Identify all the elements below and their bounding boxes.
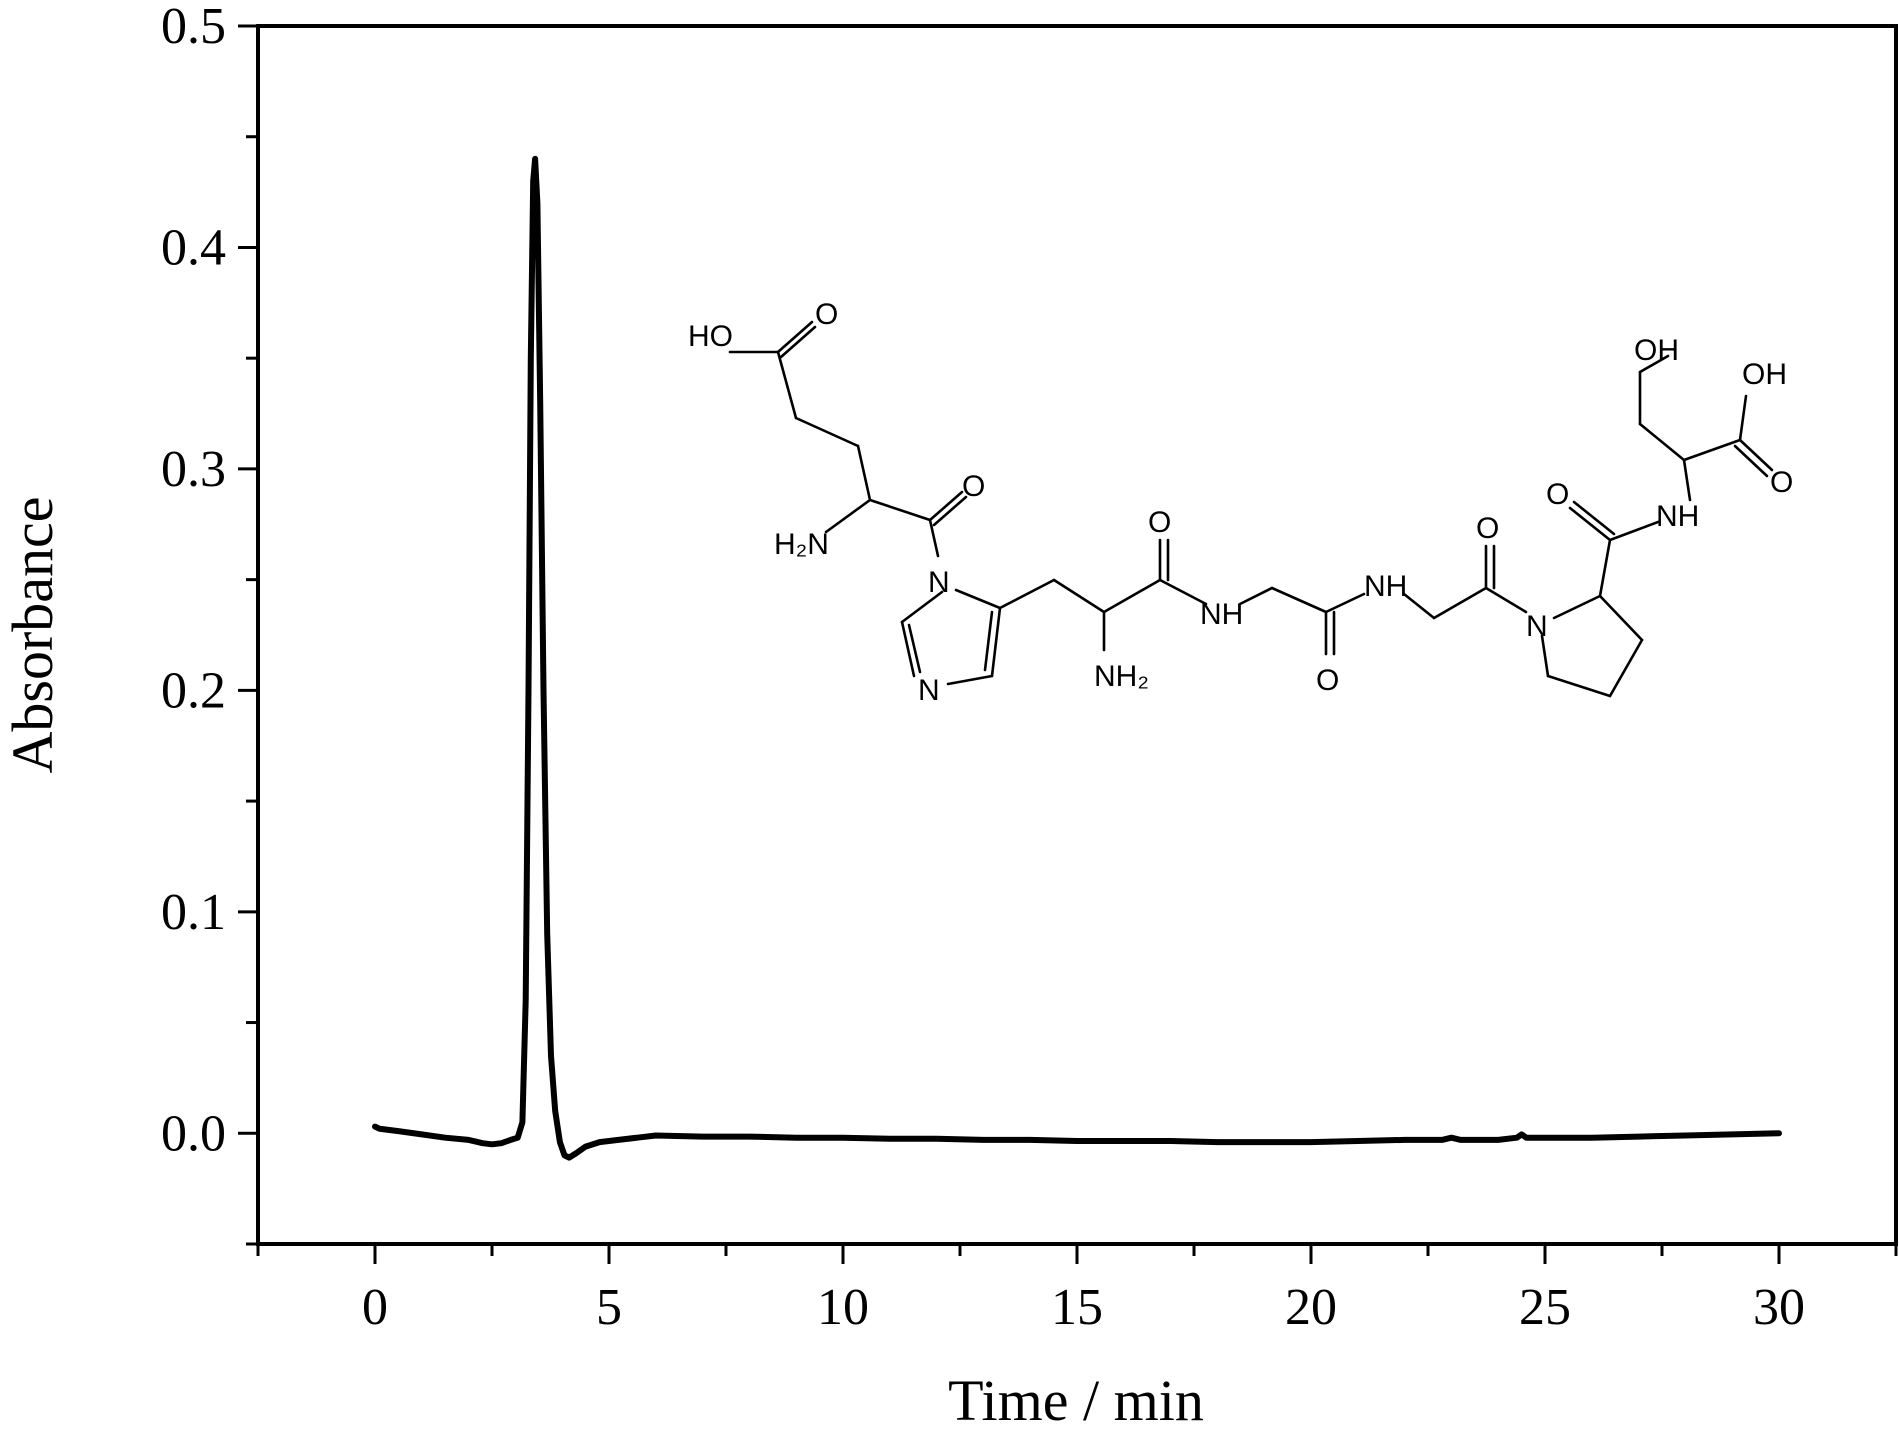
x-tick-label: 10 bbox=[817, 1279, 869, 1336]
atom-label-o-top: O bbox=[815, 298, 838, 331]
atom-label-n-imidazole-1: N bbox=[928, 566, 950, 599]
axis-ticks bbox=[238, 24, 1898, 1264]
x-tick-label: 15 bbox=[1051, 1279, 1103, 1336]
atom-label-o-gly2: O bbox=[1476, 512, 1499, 545]
y-axis-title: Absorbance bbox=[0, 496, 65, 773]
y-tick-label: 0.0 bbox=[161, 1105, 226, 1162]
y-tick-label: 0.1 bbox=[161, 884, 226, 941]
atom-label-o-acid: O bbox=[1770, 466, 1793, 499]
atom-label-o-gly1: O bbox=[1316, 664, 1339, 697]
plot-frame bbox=[256, 24, 1898, 1246]
x-tick-label: 5 bbox=[596, 1279, 622, 1336]
atom-label-o-proline: O bbox=[1546, 478, 1569, 511]
x-tick-label: 0 bbox=[362, 1279, 388, 1336]
atom-label-n-imidazole-3: N bbox=[918, 674, 940, 707]
x-tick-label: 20 bbox=[1285, 1279, 1337, 1336]
atom-label-h2n: H₂N bbox=[774, 528, 829, 561]
atom-label-oh-acid: OH bbox=[1742, 358, 1787, 391]
peptide-structure-diagram: HO O O H₂N N N NH₂ O NH O NH O N O NH OH… bbox=[688, 298, 1793, 707]
atom-label-o-his: O bbox=[1148, 506, 1171, 539]
atom-label-ho-top: HO bbox=[688, 320, 733, 353]
y-tick-label: 0.3 bbox=[161, 441, 226, 498]
atom-label-nh-3: NH bbox=[1656, 500, 1699, 533]
y-tick-label: 0.2 bbox=[161, 662, 226, 719]
x-axis-title: Time / min bbox=[948, 1368, 1204, 1433]
axis-tick-labels: 0 5 10 15 20 25 30 0.0 0.1 0.2 0.3 0.4 0.5 bbox=[161, 0, 1805, 1336]
data-series-line bbox=[372, 155, 1782, 1161]
x-tick-label: 25 bbox=[1519, 1279, 1571, 1336]
atom-label-nh2: NH₂ bbox=[1094, 660, 1149, 693]
atom-label-n-proline: N bbox=[1526, 610, 1548, 643]
atom-label-o-glu: O bbox=[962, 470, 985, 503]
atom-label-nh-2: NH bbox=[1364, 570, 1407, 603]
atom-label-nh-1: NH bbox=[1200, 598, 1243, 631]
y-tick-label: 0.5 bbox=[161, 0, 226, 55]
y-tick-label: 0.4 bbox=[161, 219, 226, 276]
atom-label-oh-serine: OH bbox=[1634, 334, 1679, 367]
x-tick-label: 30 bbox=[1753, 1279, 1805, 1336]
